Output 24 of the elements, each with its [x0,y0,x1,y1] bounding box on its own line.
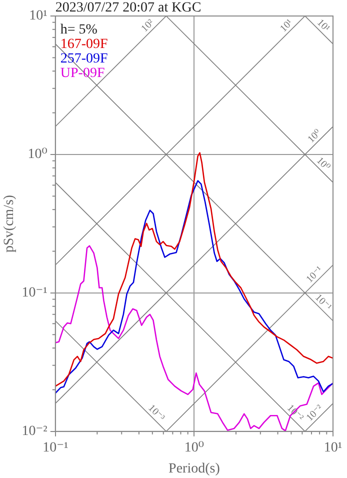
x-tick-label: 10¹ [324,440,342,456]
y-tick-label: 10⁻¹ [22,286,48,301]
text: 10⁰ [306,128,324,146]
x-tick-label: 10⁻¹ [42,440,68,456]
x-axis-title: Period(s) [168,461,220,476]
text: 167-09F [60,37,108,52]
y-tick-label: 10¹ [29,8,48,24]
text: 10¹ [278,17,296,34]
text: 10² [139,17,156,34]
x-tick-label: 10⁰ [184,440,204,456]
y-tick-label: 10⁻² [22,424,48,440]
text: 10⁻³ [146,402,167,424]
text: 10⁻¹ [304,264,326,286]
text: 10⁻² [304,402,326,424]
annotation: h= 5% [60,22,98,38]
text: 257-09F [60,52,108,67]
chart-title: 2023/07/27 20:07 at KGC [55,0,202,16]
y-axis-title: pSv(cm/s) [2,194,18,252]
y-tick-label: 10⁰ [28,147,48,162]
text: UP-09F [60,66,105,82]
text: 10⁰ [314,155,332,173]
text: 10⁻² [284,402,306,424]
text: 10⁻¹ [312,292,334,313]
text: 10¹ [314,17,332,34]
